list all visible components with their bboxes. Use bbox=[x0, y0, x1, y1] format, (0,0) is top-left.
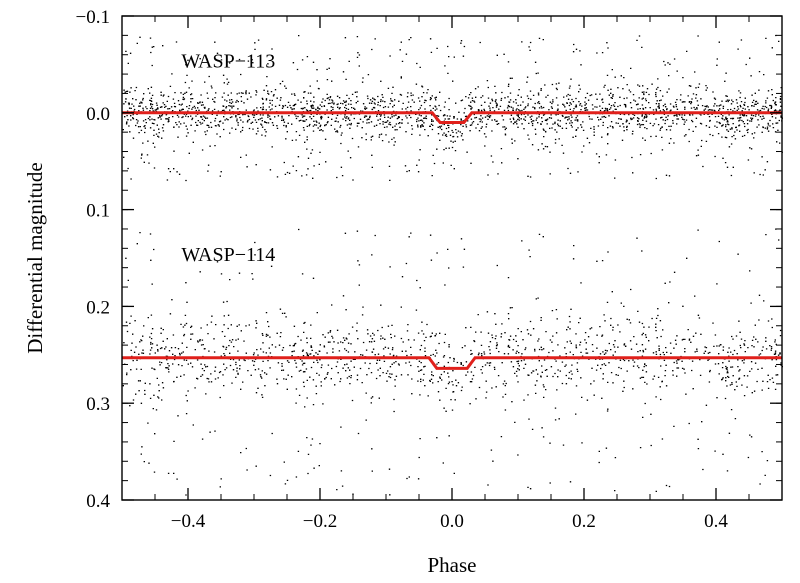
y-tick-label: 0.2 bbox=[86, 297, 110, 318]
x-tick-label: 0.4 bbox=[704, 511, 728, 532]
scatter-points-series-2 bbox=[122, 228, 783, 496]
tick-labels: −0.4 −0.2 0.0 0.2 0.4 −0.1 0.0 0.1 0.2 0.3 0.4 bbox=[76, 7, 729, 532]
axes bbox=[121, 15, 783, 501]
y-tick-label: 0.1 bbox=[86, 201, 110, 222]
y-tick-label: 0.4 bbox=[86, 491, 110, 512]
y-axis-title: Differential magnitude bbox=[23, 162, 47, 353]
series-annotations: WASP−113 WASP−114 bbox=[181, 51, 275, 267]
y-tick-label: −0.1 bbox=[76, 7, 110, 28]
model-curves bbox=[122, 111, 782, 370]
model-curve-series-2 bbox=[122, 356, 782, 370]
y-tick-label: 0.3 bbox=[86, 394, 110, 415]
x-tick-label: 0.0 bbox=[440, 511, 464, 532]
series-label-1: WASP−113 bbox=[181, 51, 275, 73]
x-tick-label: 0.2 bbox=[572, 511, 596, 532]
x-tick-label: −0.2 bbox=[303, 511, 337, 532]
y-tick-label: 0.0 bbox=[86, 104, 110, 125]
model-curve-series-1 bbox=[122, 111, 782, 124]
x-axis-title: Phase bbox=[428, 553, 477, 577]
x-tick-label: −0.4 bbox=[171, 511, 206, 532]
series-label-2: WASP−114 bbox=[181, 244, 275, 266]
